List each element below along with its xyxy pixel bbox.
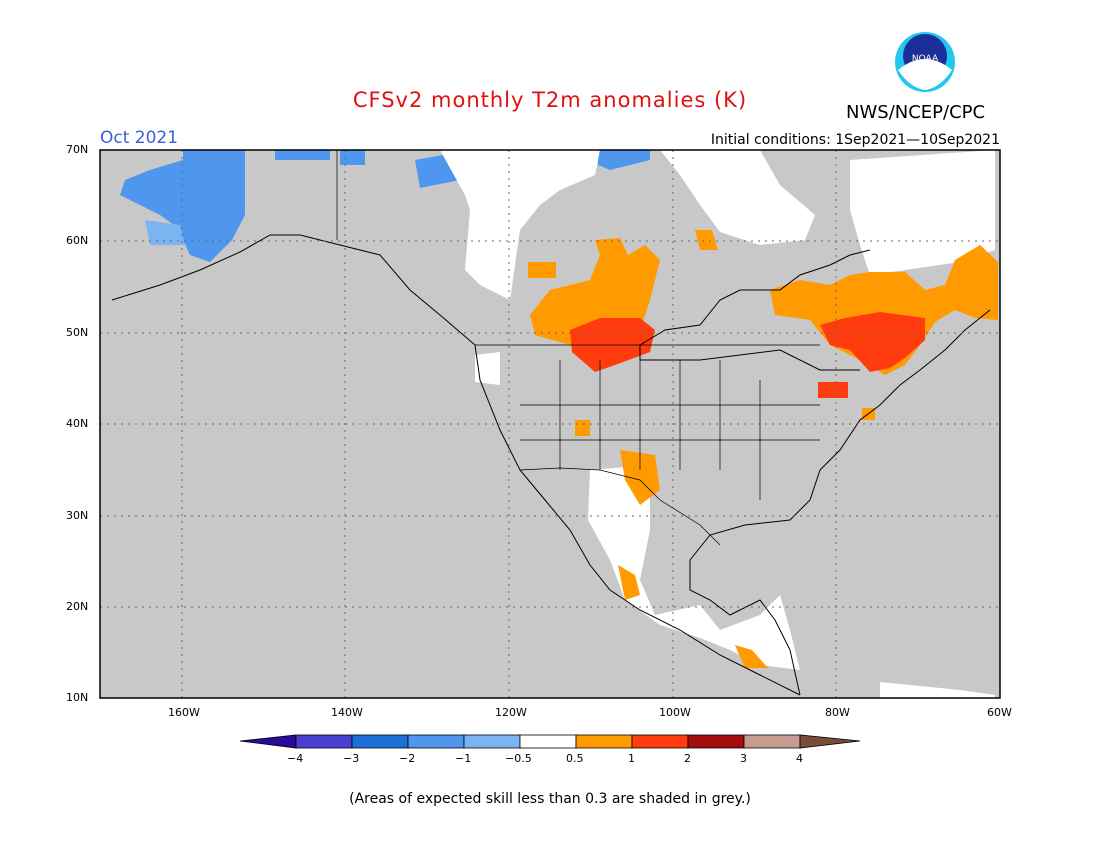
legend-tick: −4 xyxy=(287,752,304,765)
legend-swatch-minus4-minus3 xyxy=(295,734,353,749)
noaa-logo-text: NOAA xyxy=(912,54,939,64)
legend-tick: 2 xyxy=(684,752,691,765)
legend-swatch-3-4 xyxy=(743,734,801,749)
lon-label-100w: 100W xyxy=(659,706,691,719)
lat-label-20n: 20N xyxy=(66,600,89,613)
legend-tick: 1 xyxy=(628,752,635,765)
political-boundaries xyxy=(336,150,820,546)
map-panel xyxy=(99,149,1001,699)
initial-conditions: Initial conditions: 1Sep2021—10Sep2021 xyxy=(710,132,1000,148)
lat-label-60n: 60N xyxy=(66,234,89,247)
lon-label-80w: 80W xyxy=(825,706,850,719)
legend-tick: 3 xyxy=(740,752,747,765)
neutral-anomaly-regions xyxy=(440,150,995,698)
legend-colorbar xyxy=(239,734,861,749)
lon-label-160w: 160W xyxy=(168,706,200,719)
skill-footnote: (Areas of expected skill less than 0.3 a… xyxy=(349,791,751,807)
legend-swatch-minus1-minus05 xyxy=(463,734,521,749)
noaa-logo: NOAA xyxy=(895,32,955,92)
legend-tick: −0.5 xyxy=(505,752,532,765)
legend-swatch-minus3-minus2 xyxy=(351,734,409,749)
legend-swatch-2-3 xyxy=(687,734,745,749)
legend-swatch-lt-minus4 xyxy=(239,734,297,749)
gridlines xyxy=(100,150,1000,698)
legend-swatch-minus2-minus1 xyxy=(407,734,465,749)
lat-label-70n: 70N xyxy=(66,143,89,156)
lon-label-120w: 120W xyxy=(495,706,527,719)
legend-swatch-gt-4 xyxy=(799,734,861,749)
lat-label-40n: 40N xyxy=(66,417,89,430)
lat-label-50n: 50N xyxy=(66,326,89,339)
legend-tick: 4 xyxy=(796,752,803,765)
legend-swatch-1-2 xyxy=(631,734,689,749)
legend-swatch-05-1 xyxy=(575,734,633,749)
lat-label-30n: 30N xyxy=(66,509,89,522)
lon-label-60w: 60W xyxy=(987,706,1012,719)
coastlines xyxy=(111,234,991,696)
legend-tick: −3 xyxy=(343,752,360,765)
legend-swatch-neutral xyxy=(519,734,577,749)
agency-label: NWS/NCEP/CPC xyxy=(846,102,986,123)
legend-tick: −2 xyxy=(399,752,416,765)
lon-label-140w: 140W xyxy=(331,706,363,719)
legend-tick: 0.5 xyxy=(566,752,584,765)
legend-tick: −1 xyxy=(455,752,472,765)
valid-month: Oct 2021 xyxy=(100,128,179,148)
map-title: CFSv2 monthly T2m anomalies (K) xyxy=(352,88,748,112)
lat-label-10n: 10N xyxy=(66,691,89,704)
